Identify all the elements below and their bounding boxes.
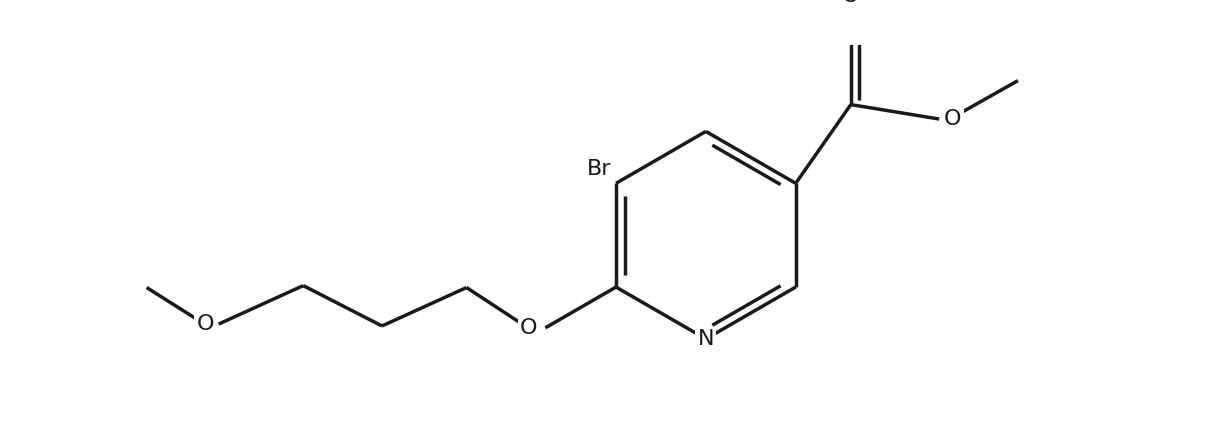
- Text: Br: Br: [587, 158, 611, 178]
- Text: O: O: [944, 109, 962, 129]
- Text: O: O: [520, 318, 537, 338]
- Text: N: N: [698, 329, 714, 349]
- Text: O: O: [196, 314, 214, 334]
- Text: O: O: [842, 0, 859, 6]
